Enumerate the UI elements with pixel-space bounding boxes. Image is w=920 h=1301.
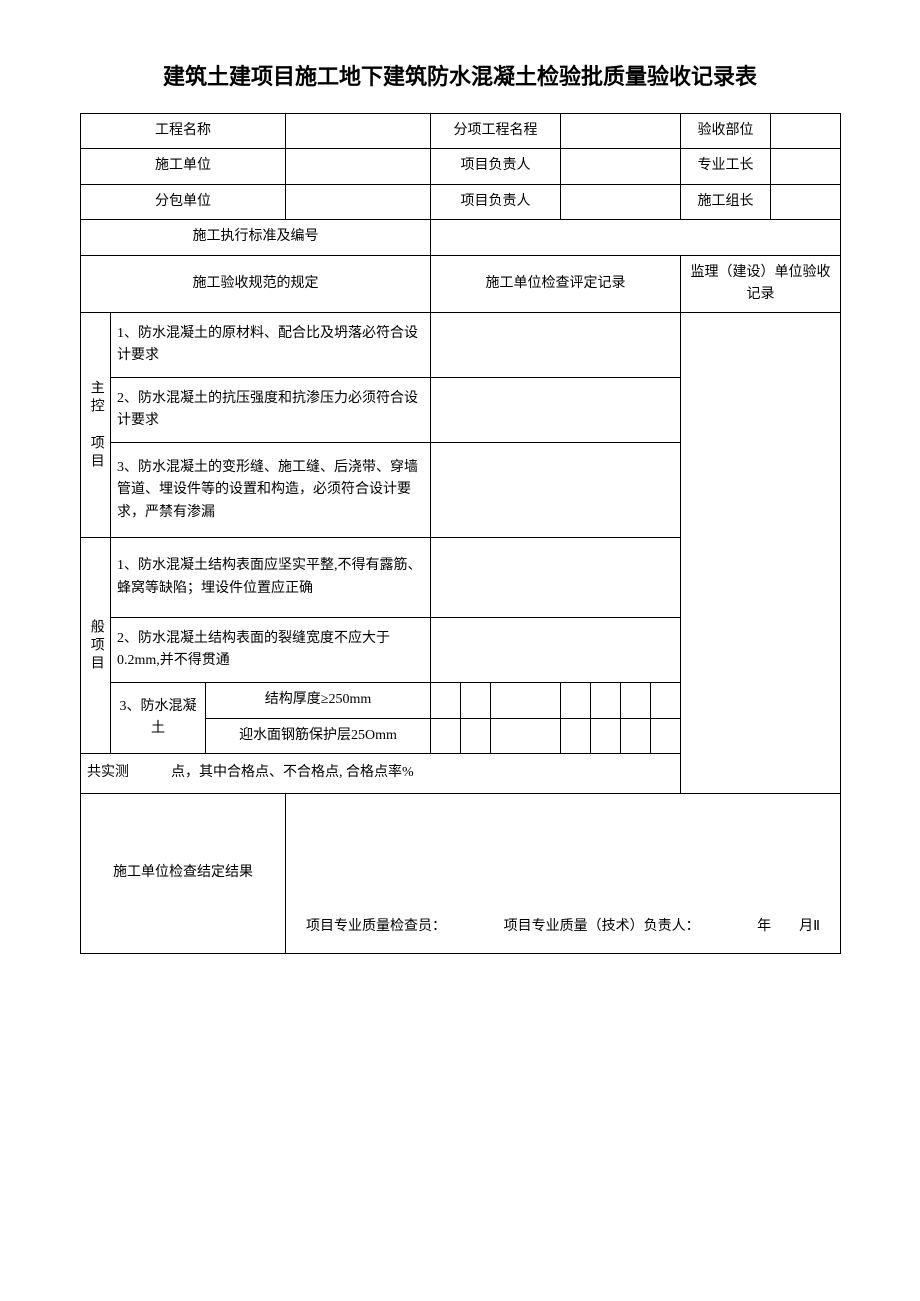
project-leader-value[interactable] [561,149,681,184]
page-title: 建筑土建项目施工地下建筑防水混凝土检验批质量验收记录表 [80,60,840,93]
project-name-label: 工程名称 [81,114,286,149]
cell-3a-5[interactable] [591,683,621,718]
cell-3b-6[interactable] [621,718,651,753]
cell-3a-2[interactable] [461,683,491,718]
construct-unit-value[interactable] [286,149,431,184]
accept-part-value[interactable] [771,114,841,149]
general-label: 般项目 [81,538,111,754]
main-ctrl-item3-check[interactable] [431,443,681,538]
main-ctrl-item1: 1、防水混凝土的原材料、配合比及坍落必符合设计要求 [111,313,431,378]
main-ctrl-label: 主控 项目 [81,313,111,538]
project-leader2-value[interactable] [561,184,681,219]
construct-unit-label: 施工单位 [81,149,286,184]
result-content[interactable]: 项目专业质量检查员： 项目专业质量（技术）负责人： 年 月Ⅱ [286,794,841,954]
cell-3b-1[interactable] [431,718,461,753]
cell-3b-4[interactable] [561,718,591,753]
sub-unit-value[interactable] [286,184,431,219]
supervise-label: 监理（建设）单位验收记录 [681,255,841,313]
project-leader-label: 项目负责人 [431,149,561,184]
main-ctrl-item1-check[interactable] [431,313,681,378]
cell-3a-7[interactable] [651,683,681,718]
spec-label: 施工验收规范的规定 [81,255,431,313]
project-leader2-label: 项目负责人 [431,184,561,219]
cell-3a-3[interactable] [491,683,561,718]
result-label: 施工单位检查结定结果 [81,794,286,954]
team-leader-value[interactable] [771,184,841,219]
measure-row: 共实测 点，其中合格点、不合格点, 合格点率% [81,754,681,794]
general-item3b: 迎水面钢筋保护层25Omm [206,718,431,753]
cell-3b-2[interactable] [461,718,491,753]
general-item3-label: 3、防水混凝土 [111,683,206,754]
cell-3b-7[interactable] [651,718,681,753]
cell-3a-1[interactable] [431,683,461,718]
standard-label: 施工执行标准及编号 [81,220,431,255]
general-item1-check[interactable] [431,538,681,618]
inspector-label: 项目专业质量检查员： [306,916,446,938]
unit-check-label: 施工单位检查评定记录 [431,255,681,313]
cell-3a-4[interactable] [561,683,591,718]
general-item2-check[interactable] [431,618,681,683]
standard-value[interactable] [431,220,841,255]
sub-project-label: 分项工程名程 [431,114,561,149]
general-item1: 1、防水混凝土结构表面应坚实平整,不得有露筋、蜂窝等缺陷；埋设件位置应正确 [111,538,431,618]
inspection-table: 工程名称 分项工程名程 验收部位 施工单位 项目负责人 专业工长 分包单位 项目… [80,113,841,954]
tech-leader-label: 项目专业质量（技术）负责人： [504,916,700,938]
team-leader-label: 施工组长 [681,184,771,219]
main-ctrl-item2: 2、防水混凝土的抗压强度和抗渗压力必须符合设计要求 [111,378,431,443]
general-item3a: 结构厚度≥250mm [206,683,431,718]
sub-unit-label: 分包单位 [81,184,286,219]
date-label: 年 月Ⅱ [757,916,820,938]
pro-foreman-value[interactable] [771,149,841,184]
cell-3b-5[interactable] [591,718,621,753]
main-ctrl-item2-check[interactable] [431,378,681,443]
main-ctrl-item3: 3、防水混凝土的变形缝、施工缝、后浇带、穿墙管道、埋设件等的设置和构造，必须符合… [111,443,431,538]
cell-3b-3[interactable] [491,718,561,753]
supervise-record[interactable] [681,313,841,794]
general-item2: 2、防水混凝土结构表面的裂缝宽度不应大于 0.2mm,并不得贯通 [111,618,431,683]
sub-project-value[interactable] [561,114,681,149]
accept-part-label: 验收部位 [681,114,771,149]
project-name-value[interactable] [286,114,431,149]
cell-3a-6[interactable] [621,683,651,718]
pro-foreman-label: 专业工长 [681,149,771,184]
